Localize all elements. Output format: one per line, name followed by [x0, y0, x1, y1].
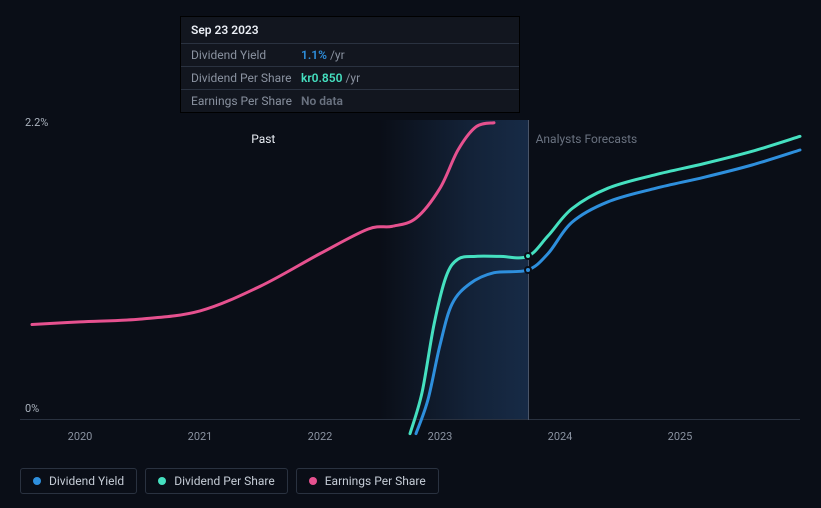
legend-item[interactable]: Dividend Yield: [20, 468, 137, 494]
legend-item[interactable]: Earnings Per Share: [296, 468, 439, 494]
series-dividend-yield: [416, 150, 800, 434]
tooltip-row: Dividend Per Sharekr0.850/yr: [181, 67, 519, 90]
tooltip-rows: Dividend Yield1.1%/yrDividend Per Sharek…: [181, 44, 519, 112]
x-tick: 2023: [428, 430, 453, 443]
tooltip-row-value: 1.1%: [301, 48, 327, 62]
tooltip-row: Earnings Per ShareNo data: [181, 90, 519, 112]
tooltip-row-unit: /yr: [345, 71, 360, 85]
x-tick: 2022: [308, 430, 333, 443]
legend-item[interactable]: Dividend Per Share: [145, 468, 288, 494]
x-tick: 2021: [188, 430, 213, 443]
legend-label: Dividend Per Share: [174, 474, 275, 488]
tooltip-row: Dividend Yield1.1%/yr: [181, 44, 519, 67]
series-earnings-per-share: [32, 123, 494, 325]
legend-label: Dividend Yield: [49, 474, 124, 488]
legend-dot-icon: [158, 477, 166, 485]
legend-dot-icon: [33, 477, 41, 485]
chart-lines: [20, 120, 800, 420]
tooltip-row-label: Earnings Per Share: [191, 94, 301, 108]
tooltip-date: Sep 23 2023: [181, 17, 519, 44]
x-axis-labels: 2020 2021 2022 2023 2024 2025: [20, 430, 800, 450]
tooltip-row-label: Dividend Yield: [191, 48, 301, 62]
legend-label: Earnings Per Share: [325, 474, 426, 488]
tooltip-row-value: No data: [301, 94, 343, 108]
series-marker: [524, 266, 532, 274]
x-tick: 2024: [548, 430, 573, 443]
tooltip-row-unit: /yr: [330, 48, 345, 62]
tooltip-row-value: kr0.850: [301, 71, 342, 85]
legend-dot-icon: [309, 477, 317, 485]
chart: 2.2% 0% Past Analysts Forecasts 20202021…: [20, 110, 800, 425]
x-tick: 2020: [68, 430, 93, 443]
tooltip: Sep 23 2023 Dividend Yield1.1%/yrDividen…: [180, 16, 520, 113]
series-marker: [524, 252, 532, 260]
x-tick: 2025: [668, 430, 693, 443]
legend: Dividend Yield Dividend Per Share Earnings…: [20, 468, 439, 494]
tooltip-row-label: Dividend Per Share: [191, 71, 301, 85]
